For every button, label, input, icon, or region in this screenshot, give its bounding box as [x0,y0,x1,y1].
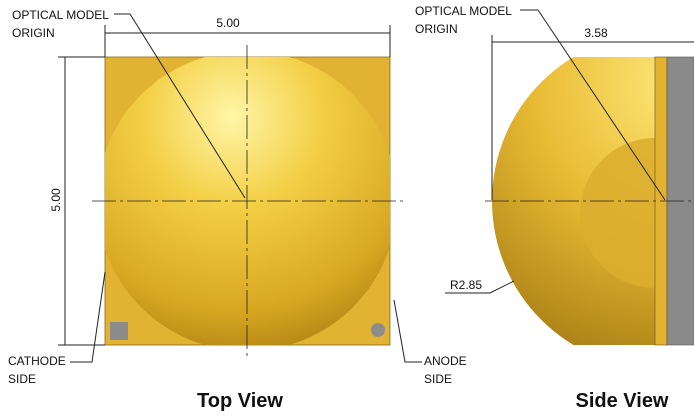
origin-label: ORIGIN [415,22,458,36]
origin-label: ORIGIN [12,26,55,40]
cathode-label: SIDE [8,372,36,386]
leader [70,271,106,363]
dome-inner [580,138,655,288]
dimension-label: 5.00 [49,188,63,212]
dimension-label: 5.00 [216,16,240,30]
leader [114,13,246,199]
view-title: Top View [197,390,283,412]
origin-label: OPTICAL MODEL [12,8,109,22]
anode-label: SIDE [424,372,452,386]
top-view: 5.00 5.00 OPTICAL MODEL ORIGIN CATHODE S… [8,8,467,412]
leader [445,280,515,294]
anode-mark [371,323,385,337]
view-title: Side View [575,390,668,412]
anode-label: ANODE [424,354,467,368]
leader [393,299,422,363]
dimension-label: 3.58 [584,26,608,40]
cathode-mark [110,322,128,340]
cathode-label: CATHODE [8,354,66,368]
side-view: 3.58 OPTICAL MODEL ORIGIN R2.85 Side Vie… [415,4,694,412]
leader [520,9,666,201]
origin-label: OPTICAL MODEL [415,4,512,18]
radius-label: R2.85 [450,278,482,292]
